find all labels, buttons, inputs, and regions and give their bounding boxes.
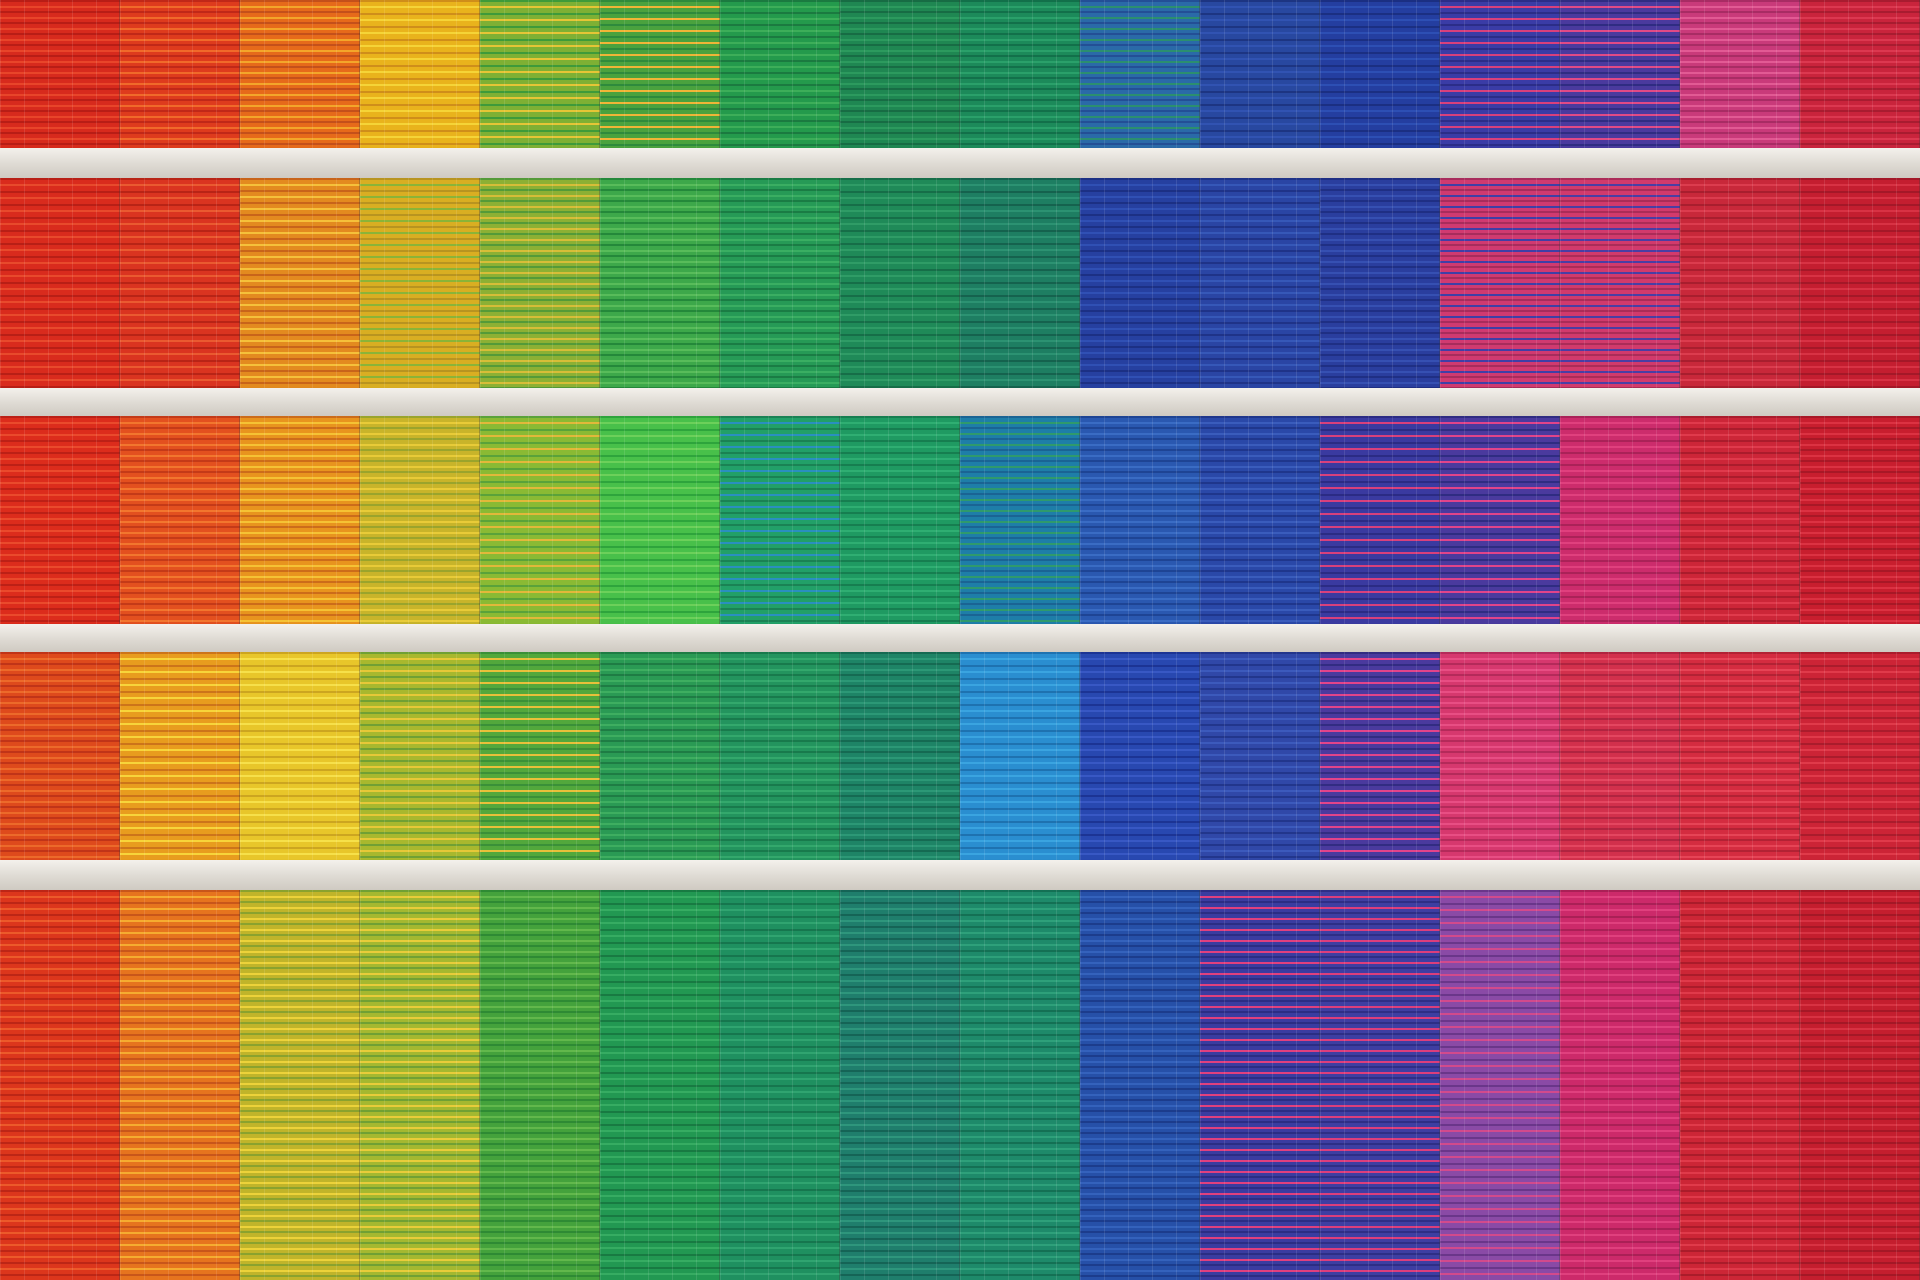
- floor-slab-1: [0, 148, 1920, 178]
- floor-5-blinds: [0, 890, 1920, 1280]
- blind-panel: [1440, 890, 1561, 1280]
- blind-panel: [1560, 178, 1681, 388]
- blind-panel: [1560, 416, 1681, 624]
- blind-panel: [1320, 652, 1441, 860]
- blind-panel: [120, 178, 241, 388]
- blind-panel: [1320, 0, 1441, 148]
- floor-1-blinds: [0, 0, 1920, 148]
- floor-slab-3: [0, 624, 1920, 652]
- blind-panel: [720, 416, 841, 624]
- blind-panel: [120, 652, 241, 860]
- blind-panel: [1080, 178, 1201, 388]
- blind-panel: [1800, 0, 1920, 148]
- floor-2-blinds: [0, 178, 1920, 388]
- blind-panel: [840, 890, 961, 1280]
- blind-panel: [1560, 0, 1681, 148]
- blind-panel: [960, 416, 1081, 624]
- blind-panel: [480, 890, 601, 1280]
- blind-panel: [120, 0, 241, 148]
- blind-panel: [120, 416, 241, 624]
- blind-panel: [240, 178, 361, 388]
- blind-panel: [0, 890, 121, 1280]
- blind-panel: [840, 178, 961, 388]
- blind-panel: [600, 890, 721, 1280]
- blind-panel: [1200, 890, 1321, 1280]
- blind-panel: [600, 0, 721, 148]
- blind-panel: [1560, 890, 1681, 1280]
- blind-panel: [360, 416, 481, 624]
- blind-panel: [1680, 178, 1801, 388]
- blind-panel: [360, 0, 481, 148]
- blind-panel: [1320, 178, 1441, 388]
- floor-slab-4: [0, 860, 1920, 890]
- floor-4-blinds: [0, 652, 1920, 860]
- blind-panel: [1200, 652, 1321, 860]
- blind-panel: [1800, 652, 1920, 860]
- blind-panel: [0, 416, 121, 624]
- blind-panel: [960, 0, 1081, 148]
- blind-panel: [1680, 416, 1801, 624]
- blind-panel: [960, 178, 1081, 388]
- floor-slab-2: [0, 388, 1920, 416]
- blind-panel: [720, 652, 841, 860]
- blind-panel: [1080, 890, 1201, 1280]
- blind-panel: [1560, 652, 1681, 860]
- blind-panel: [720, 890, 841, 1280]
- blind-panel: [240, 890, 361, 1280]
- blind-panel: [480, 416, 601, 624]
- floor-3-blinds: [0, 416, 1920, 624]
- blind-panel: [1800, 178, 1920, 388]
- blind-panel: [240, 416, 361, 624]
- blind-panel: [360, 652, 481, 860]
- blind-panel: [1320, 416, 1441, 624]
- blind-panel: [1440, 652, 1561, 860]
- blind-panel: [600, 652, 721, 860]
- blind-panel: [1800, 890, 1920, 1280]
- blind-panel: [720, 178, 841, 388]
- blind-panel: [720, 0, 841, 148]
- blind-panel: [1680, 0, 1801, 148]
- blind-panel: [0, 0, 121, 148]
- blind-panel: [360, 178, 481, 388]
- blind-panel: [1680, 890, 1801, 1280]
- blind-panel: [1200, 178, 1321, 388]
- blind-panel: [840, 0, 961, 148]
- blind-panel: [240, 0, 361, 148]
- blind-panel: [1440, 416, 1561, 624]
- blind-panel: [0, 178, 121, 388]
- blind-panel: [960, 652, 1081, 860]
- blind-panel: [480, 178, 601, 388]
- blind-panel: [840, 416, 961, 624]
- blind-panel: [600, 416, 721, 624]
- blind-panel: [1320, 890, 1441, 1280]
- blind-panel: [1080, 416, 1201, 624]
- blind-panel: [1080, 652, 1201, 860]
- blind-panel: [600, 178, 721, 388]
- blind-panel: [1440, 0, 1561, 148]
- blind-panel: [120, 890, 241, 1280]
- blind-panel: [480, 652, 601, 860]
- blind-panel: [1200, 0, 1321, 148]
- blind-panel: [960, 890, 1081, 1280]
- blind-panel: [1680, 652, 1801, 860]
- blind-panel: [1440, 178, 1561, 388]
- blind-panel: [0, 652, 121, 860]
- blind-panel: [360, 890, 481, 1280]
- blind-panel: [1800, 416, 1920, 624]
- blind-panel: [1200, 416, 1321, 624]
- blind-panel: [480, 0, 601, 148]
- blind-panel: [240, 652, 361, 860]
- blind-panel: [1080, 0, 1201, 148]
- blind-panel: [840, 652, 961, 860]
